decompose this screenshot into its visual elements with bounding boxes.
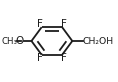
- Text: F: F: [37, 19, 43, 29]
- Text: F: F: [61, 19, 67, 29]
- Text: CH₂OH: CH₂OH: [83, 36, 114, 46]
- Text: O: O: [16, 36, 24, 46]
- Text: CH₃: CH₃: [1, 36, 17, 46]
- Text: F: F: [61, 53, 67, 63]
- Text: F: F: [37, 53, 43, 63]
